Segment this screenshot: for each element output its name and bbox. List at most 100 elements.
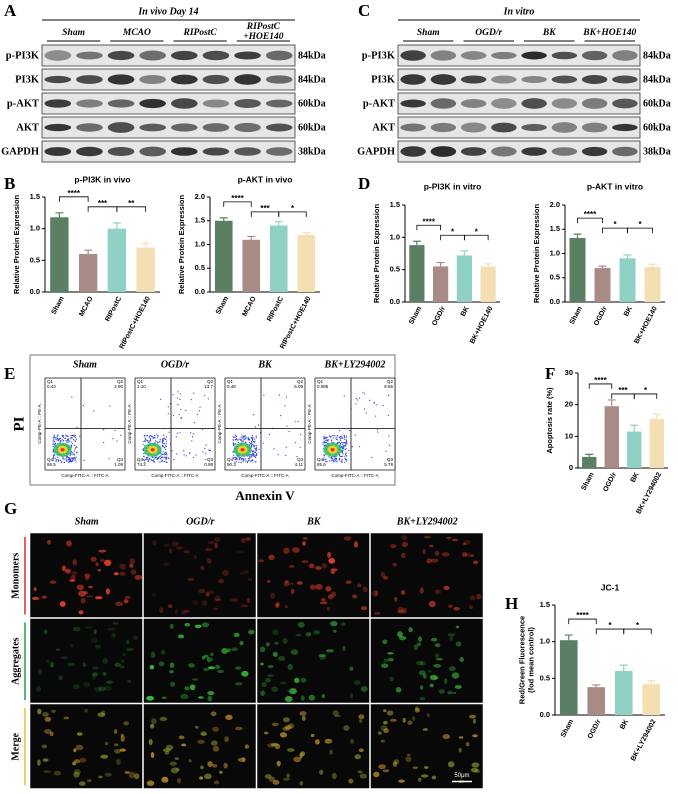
blot-band: [430, 122, 457, 133]
cell: [169, 662, 175, 668]
cell: [469, 595, 476, 601]
flow-dot: [251, 437, 253, 439]
cell: [447, 761, 455, 768]
flow-dot: [144, 459, 146, 461]
flow-dot: [345, 440, 347, 442]
flow-dot: [179, 398, 181, 400]
flow-dot: [255, 453, 258, 456]
flow-dot: [179, 432, 181, 434]
cell: [102, 657, 109, 665]
flow-dot: [330, 439, 332, 441]
cell: [276, 760, 281, 767]
cell: [331, 591, 336, 598]
cell: [70, 644, 74, 648]
flow-dot: [156, 441, 158, 443]
cell: [214, 542, 218, 549]
flow-dot: [159, 440, 161, 442]
cell: [354, 541, 358, 548]
chart-title: p-PI3K in vivo: [74, 174, 130, 184]
cell: [223, 762, 228, 769]
cell: [264, 774, 272, 779]
cell: [289, 565, 295, 568]
flow-dot: [340, 435, 342, 437]
blot-band: [430, 50, 457, 61]
flow-dot: [323, 454, 325, 456]
blot-band: [107, 122, 135, 133]
flow-dot: [334, 460, 336, 462]
cell: [107, 628, 116, 631]
flow-dot: [252, 441, 255, 443]
bar: [614, 671, 633, 715]
flow-dot: [164, 456, 166, 459]
flow-dot: [165, 454, 167, 456]
blot-size: 84kDa: [643, 74, 671, 85]
flow-dot: [52, 437, 54, 439]
flow-dot: [237, 439, 239, 441]
cell: [134, 773, 140, 780]
blot-band: [202, 50, 230, 61]
bar: [480, 266, 496, 302]
flow-dot: [254, 447, 256, 449]
cell: [218, 579, 225, 584]
y-tick-label: 2.0: [550, 200, 560, 209]
y-tick-label: 1.0: [30, 224, 40, 233]
flow-dot: [142, 458, 144, 461]
flow-dot: [62, 456, 64, 458]
cell: [50, 661, 54, 668]
blot-row-label: AKT: [372, 122, 395, 133]
blot-band: [265, 123, 293, 132]
cell: [274, 641, 279, 645]
blot-band: [491, 51, 517, 60]
flow-dot: [73, 457, 75, 459]
flow-dot: [172, 394, 174, 396]
blot-band: [170, 50, 198, 61]
cell: [184, 622, 191, 627]
flow-dot: [326, 461, 328, 463]
cell: [284, 725, 292, 730]
flow-dot: [250, 442, 253, 444]
flow-dot: [162, 438, 164, 440]
blot-group: MCAO: [122, 28, 151, 38]
cell: [61, 565, 67, 572]
y-tick-label: 0.5: [550, 273, 560, 282]
blot-band: [551, 51, 578, 60]
flow-dot: [234, 439, 236, 441]
cell: [44, 716, 52, 722]
cell: [270, 592, 276, 599]
significance-label: ***: [260, 204, 270, 213]
cell: [51, 709, 57, 713]
significance-label: ****: [231, 194, 244, 203]
flow-dot: [341, 450, 343, 452]
micrograph: [256, 618, 370, 704]
flow-axis-y: Comp-PE-A :: PE-A: [37, 404, 42, 443]
blot-band: [400, 146, 426, 157]
flow-dot: [156, 434, 158, 436]
quadrant-value: 1.10: [137, 384, 146, 389]
flow-dot: [324, 437, 326, 439]
cell: [401, 535, 408, 541]
flow-dot: [165, 436, 168, 438]
flow-dot: [150, 434, 152, 437]
blot-size: 60kDa: [298, 122, 326, 133]
x-tick-label: Sham: [408, 306, 423, 326]
significance-bracket: [223, 201, 252, 207]
blot-band: [521, 51, 547, 60]
blot-band: [581, 75, 608, 84]
flow-dot: [108, 457, 110, 459]
x-tick-label: Sham: [569, 306, 584, 326]
cell: [169, 670, 175, 674]
flow-dot: [65, 434, 67, 436]
flow-dot: [71, 452, 73, 454]
flow-dot: [164, 460, 166, 463]
cell: [473, 769, 481, 774]
flow-dot: [67, 438, 69, 440]
flow-dot: [164, 445, 166, 447]
flow-dot: [325, 461, 327, 463]
flow-dot: [209, 449, 211, 451]
cell: [78, 610, 84, 615]
flow-dot: [341, 460, 343, 462]
cell: [282, 638, 288, 644]
cell: [283, 547, 290, 554]
y-axis-label: Red/Green Fluorescence: [517, 616, 526, 704]
cell: [200, 765, 204, 770]
